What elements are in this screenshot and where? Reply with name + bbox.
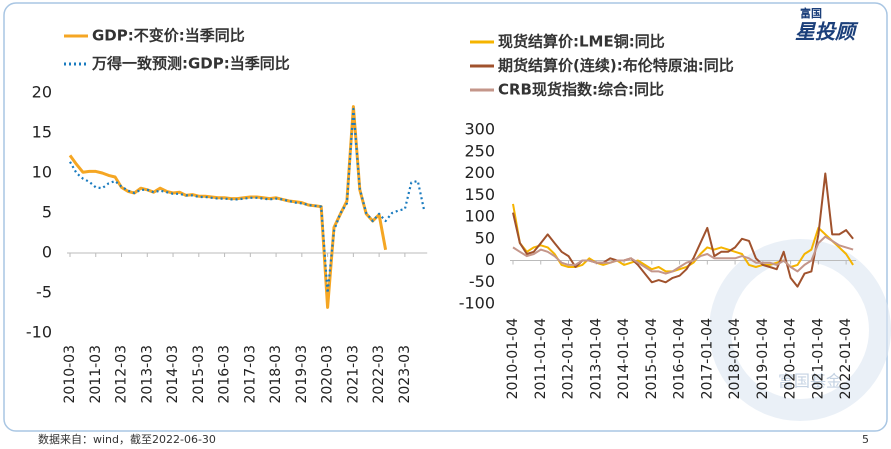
x-tick-label: 2017-03 — [242, 345, 258, 404]
y-tick-label: 200 — [464, 163, 495, 182]
x-tick-label: 2021-01-04 — [810, 318, 826, 399]
x-tick-label: 2022-01-04 — [838, 318, 854, 399]
x-tick-label: 2016-03 — [217, 345, 233, 404]
x-tick-label: 2010-03 — [62, 345, 78, 404]
x-tick-label: 2014-01-04 — [616, 318, 632, 399]
page-number: 5 — [862, 433, 869, 446]
x-tick-label: 2015-03 — [191, 345, 207, 404]
x-tick-label: 2019-03 — [294, 345, 310, 404]
x-tick-label: 2018-01-04 — [727, 318, 743, 399]
y-tick-label: 10 — [32, 163, 52, 182]
y-tick-label: 100 — [464, 207, 495, 226]
watermark-ring — [709, 239, 891, 421]
y-tick-label: 20 — [32, 83, 52, 102]
x-tick-label: 2012-01-04 — [561, 318, 577, 399]
y-tick-label: 50 — [475, 228, 495, 247]
y-tick-label: 250 — [464, 141, 495, 160]
legend-label: 期货结算价(连续):布伦特原油:同比 — [498, 57, 734, 75]
footnote: 数据来自：wind，截至2022-06-30 — [38, 432, 216, 446]
logo-top: 富国 — [800, 6, 822, 20]
series-line — [512, 235, 854, 275]
logo: 星投顾 — [795, 20, 859, 44]
x-tick-label: 2021-03 — [345, 345, 361, 404]
x-tick-label: 2019-01-04 — [755, 318, 771, 399]
y-tick-label: 5 — [42, 203, 52, 222]
x-tick-label: 2020-03 — [320, 345, 336, 404]
y-tick-label: 0 — [485, 250, 495, 269]
x-tick-label: 2010-01-04 — [505, 318, 521, 399]
x-tick-label: 2016-01-04 — [672, 318, 688, 399]
x-tick-label: 2013-01-04 — [588, 318, 604, 399]
x-tick-label: 2014-03 — [165, 345, 181, 404]
y-tick-label: -10 — [26, 323, 52, 342]
y-tick-label: 15 — [32, 123, 52, 142]
slide-border — [3, 2, 888, 432]
y-tick-label: 0 — [42, 243, 52, 262]
x-tick-label: 2013-03 — [139, 345, 155, 404]
x-tick-label: 2015-01-04 — [644, 318, 660, 399]
x-tick-label: 2012-03 — [114, 345, 130, 404]
legend-label: 现货结算价:LME铜:同比 — [498, 33, 665, 51]
x-tick-label: 2020-01-04 — [783, 318, 799, 399]
x-tick-label: 2022-03 — [371, 345, 387, 404]
y-tick-label: -5 — [36, 283, 52, 302]
x-tick-label: 2011-01-04 — [533, 318, 549, 399]
series-line — [512, 203, 854, 273]
x-tick-label: 2011-03 — [88, 345, 104, 404]
series-line — [512, 172, 854, 288]
y-tick-label: 150 — [464, 185, 495, 204]
legend-label: CRB现货指数:综合:同比 — [498, 81, 664, 99]
y-tick-label: -100 — [459, 294, 495, 313]
y-tick-label: -50 — [469, 272, 495, 291]
y-tick-label: 300 — [464, 120, 495, 139]
x-tick-label: 2018-03 — [268, 345, 284, 404]
legend-label: 万得一致预测:GDP:当季同比 — [91, 55, 290, 73]
series-line — [69, 107, 426, 295]
watermark: 富国基金 — [778, 372, 842, 391]
legend-label: GDP:不变价:当季同比 — [92, 27, 245, 45]
x-tick-label: 2023-03 — [397, 345, 413, 404]
x-tick-label: 2017-01-04 — [699, 318, 715, 399]
